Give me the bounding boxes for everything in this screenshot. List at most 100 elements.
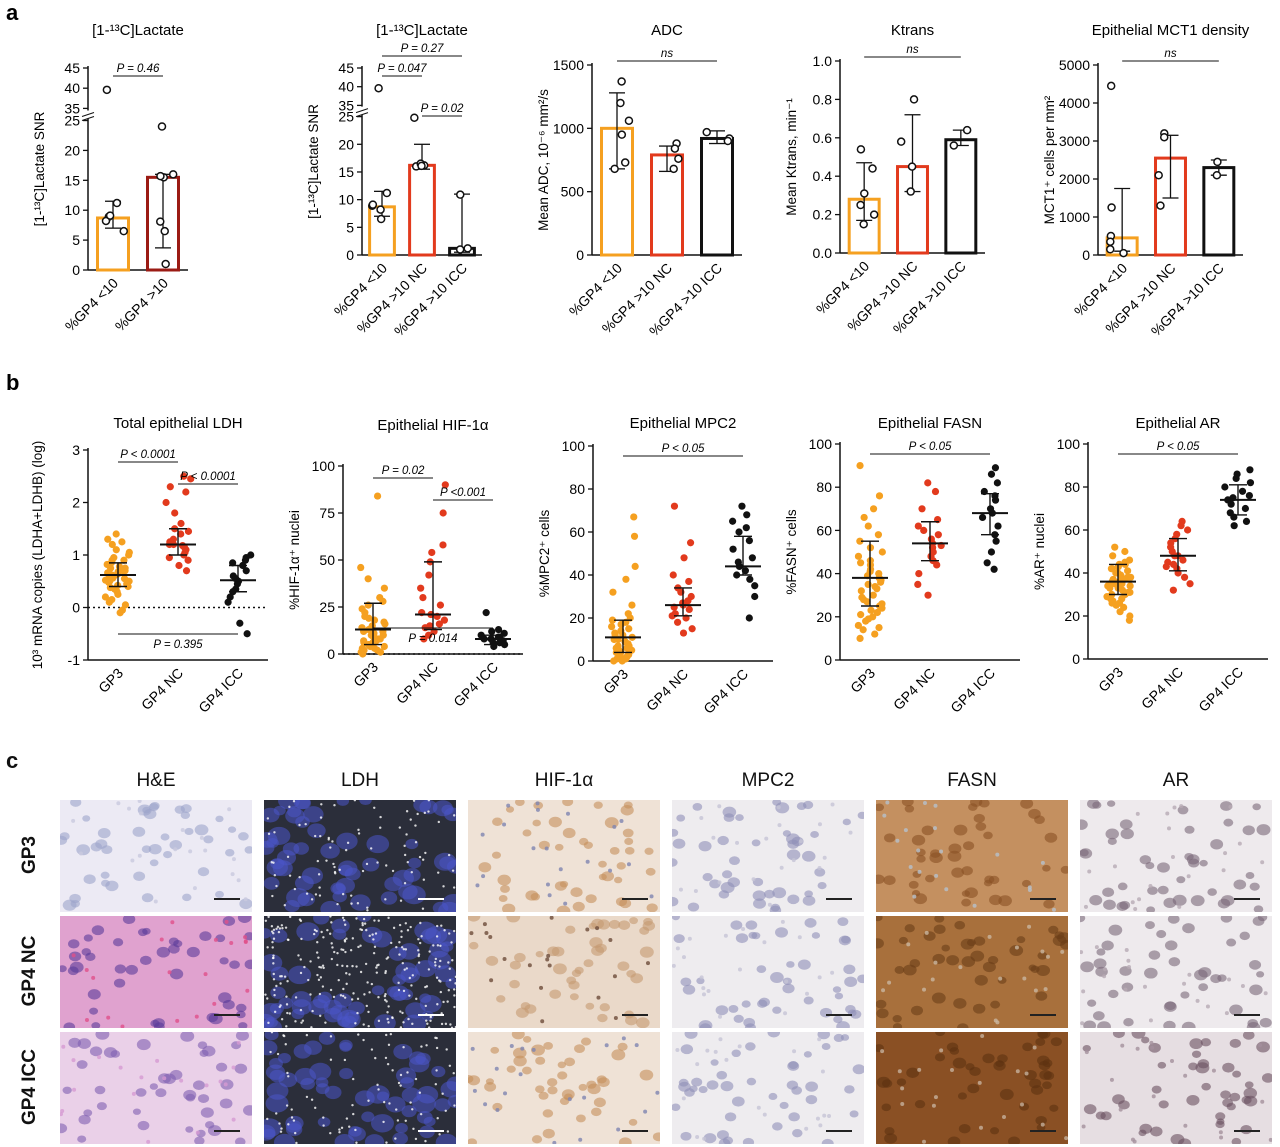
histology-nucleus bbox=[1226, 938, 1237, 947]
histology-nucleus bbox=[336, 832, 358, 850]
histology-dot bbox=[756, 1105, 761, 1110]
data-point bbox=[907, 162, 917, 171]
histology-dot bbox=[373, 919, 376, 922]
data-point bbox=[618, 657, 626, 665]
data-point bbox=[909, 95, 919, 104]
histology-dot bbox=[399, 1084, 402, 1087]
histology-nucleus bbox=[303, 806, 324, 823]
histology-nucleus bbox=[881, 1103, 892, 1112]
data-point bbox=[743, 511, 751, 519]
histology-nucleus bbox=[735, 933, 749, 944]
y-axis-label: %MPC2⁺ cells bbox=[537, 510, 552, 598]
histology-dot bbox=[267, 916, 270, 919]
histology-dot bbox=[199, 835, 204, 840]
histology-dot bbox=[1043, 987, 1048, 992]
histology-dot bbox=[192, 886, 197, 891]
data-point bbox=[106, 564, 115, 572]
histology-nucleus bbox=[619, 898, 632, 909]
histology-dot bbox=[448, 967, 451, 970]
histology-dot bbox=[389, 1032, 393, 1036]
histology-texture bbox=[876, 1032, 1068, 1144]
histology-dot bbox=[428, 950, 431, 953]
histology-dot bbox=[1051, 907, 1056, 912]
histology-dot bbox=[272, 978, 276, 981]
histology-nucleus bbox=[629, 917, 638, 925]
histology-texture bbox=[876, 916, 1068, 1028]
histology-nucleus bbox=[549, 989, 562, 999]
histology-dot bbox=[546, 953, 551, 958]
histology-nucleus bbox=[542, 1128, 555, 1139]
y-tick-label: 0 bbox=[346, 247, 354, 263]
histology-dot bbox=[386, 1011, 389, 1014]
histology-nucleus bbox=[934, 1053, 946, 1062]
histology-dot bbox=[1221, 868, 1226, 873]
histology-dot bbox=[322, 966, 325, 970]
histology-nucleus bbox=[538, 1091, 549, 1100]
histology-nucleus bbox=[934, 916, 945, 923]
scale-bar bbox=[214, 898, 240, 900]
histology-dot bbox=[429, 1019, 432, 1023]
data-point bbox=[365, 614, 373, 622]
histology-nucleus bbox=[1107, 800, 1116, 807]
data-point bbox=[441, 481, 449, 489]
histology-nucleus bbox=[1249, 882, 1260, 891]
data-point bbox=[168, 170, 178, 179]
histology-dot bbox=[349, 949, 353, 952]
data-point bbox=[609, 588, 617, 596]
histology-dot bbox=[1149, 1040, 1154, 1045]
histology-dot bbox=[355, 965, 358, 968]
histology-nucleus bbox=[393, 1044, 413, 1060]
histology-dot bbox=[411, 1108, 414, 1111]
histology-nucleus bbox=[574, 1044, 586, 1053]
histology-dot bbox=[558, 867, 563, 872]
histology-texture bbox=[876, 800, 1068, 912]
histology-nucleus bbox=[407, 857, 422, 869]
histology-dot bbox=[822, 1113, 827, 1118]
histology-nucleus bbox=[414, 921, 437, 940]
histology-nucleus bbox=[160, 833, 170, 841]
histology-nucleus bbox=[684, 1032, 698, 1039]
histology-dot bbox=[387, 1043, 391, 1047]
x-tick-label: GP3 bbox=[1095, 664, 1126, 695]
histology-dot bbox=[433, 961, 437, 964]
histology-dot bbox=[310, 1026, 313, 1028]
histology-nucleus bbox=[696, 977, 705, 985]
histology-nucleus bbox=[857, 974, 864, 984]
histology-nucleus bbox=[1101, 940, 1114, 951]
histology-dot bbox=[366, 906, 369, 909]
histology-nucleus bbox=[1157, 862, 1170, 873]
data-point bbox=[1159, 132, 1169, 142]
histology-nucleus bbox=[598, 860, 607, 868]
data-point bbox=[161, 259, 170, 269]
y-tick-label: 35 bbox=[338, 97, 354, 113]
histology-dot bbox=[1080, 950, 1084, 955]
significance-label: P < 0.05 bbox=[909, 441, 952, 453]
data-point bbox=[184, 556, 192, 564]
histology-dot bbox=[489, 978, 494, 983]
histology-nucleus bbox=[266, 837, 279, 848]
histology-dot bbox=[287, 1123, 290, 1126]
histology-nucleus bbox=[1188, 1062, 1198, 1071]
histology-dot bbox=[280, 1018, 284, 1021]
histology-texture bbox=[60, 1032, 252, 1144]
histology-nucleus bbox=[1043, 1071, 1055, 1081]
data-point bbox=[906, 187, 915, 196]
data-point bbox=[1121, 547, 1129, 556]
histology-dot bbox=[420, 1045, 423, 1048]
histology-nucleus bbox=[1231, 1137, 1242, 1144]
bar bbox=[944, 138, 978, 255]
histology-nucleus bbox=[735, 814, 744, 822]
histology-dot bbox=[243, 939, 248, 944]
histology-dot bbox=[369, 847, 373, 850]
data-point bbox=[669, 571, 677, 579]
histology-nucleus bbox=[1252, 803, 1261, 811]
histology-nucleus bbox=[282, 842, 300, 856]
histology-dot bbox=[934, 873, 939, 878]
data-point bbox=[670, 502, 679, 510]
histology-nucleus bbox=[692, 802, 703, 811]
histology-nucleus bbox=[514, 952, 526, 963]
data-point bbox=[631, 562, 639, 571]
scale-bar bbox=[1030, 1130, 1056, 1132]
histology-dot bbox=[767, 902, 772, 907]
